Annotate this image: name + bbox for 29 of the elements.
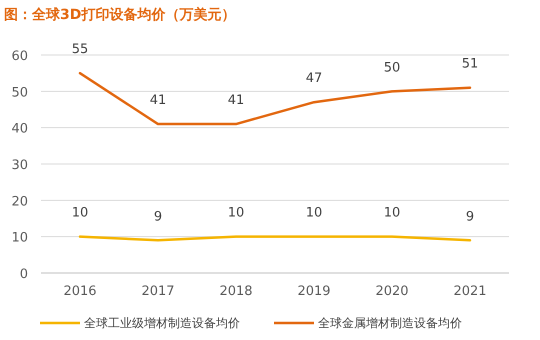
data-label: 51 bbox=[462, 56, 478, 72]
x-tick-label: 2018 bbox=[219, 284, 253, 299]
data-label: 10 bbox=[384, 206, 400, 221]
y-tick-label: 40 bbox=[11, 122, 28, 137]
x-tick-label: 2021 bbox=[453, 284, 487, 299]
data-label: 9 bbox=[466, 209, 474, 224]
data-label: 10 bbox=[228, 206, 244, 221]
y-tick-label: 60 bbox=[11, 49, 28, 64]
data-label: 9 bbox=[154, 209, 162, 224]
legend-label: 全球工业级增材制造设备均价 bbox=[84, 316, 240, 330]
line-series bbox=[78, 72, 472, 126]
data-label: 50 bbox=[384, 60, 400, 76]
data-label: 41 bbox=[150, 93, 166, 108]
data-label: 41 bbox=[228, 93, 244, 108]
y-tick-label: 0 bbox=[20, 267, 28, 282]
data-label: 10 bbox=[306, 206, 322, 221]
data-label: 10 bbox=[72, 206, 88, 221]
y-tick-label: 10 bbox=[11, 230, 28, 246]
chart-title: 图：全球3D打印设备均价（万美元） bbox=[4, 6, 236, 23]
x-tick-label: 2016 bbox=[63, 284, 97, 299]
y-tick-label: 30 bbox=[11, 158, 28, 173]
data-label: 55 bbox=[72, 42, 88, 58]
x-tick-label: 2019 bbox=[297, 284, 331, 299]
x-tick-label: 2020 bbox=[375, 284, 409, 299]
legend-label: 全球金属增材制造设备均价 bbox=[318, 316, 462, 330]
y-tick-label: 20 bbox=[11, 194, 28, 210]
y-tick-label: 50 bbox=[11, 85, 28, 100]
data-label: 47 bbox=[306, 71, 322, 86]
x-tick-label: 2017 bbox=[141, 284, 175, 299]
